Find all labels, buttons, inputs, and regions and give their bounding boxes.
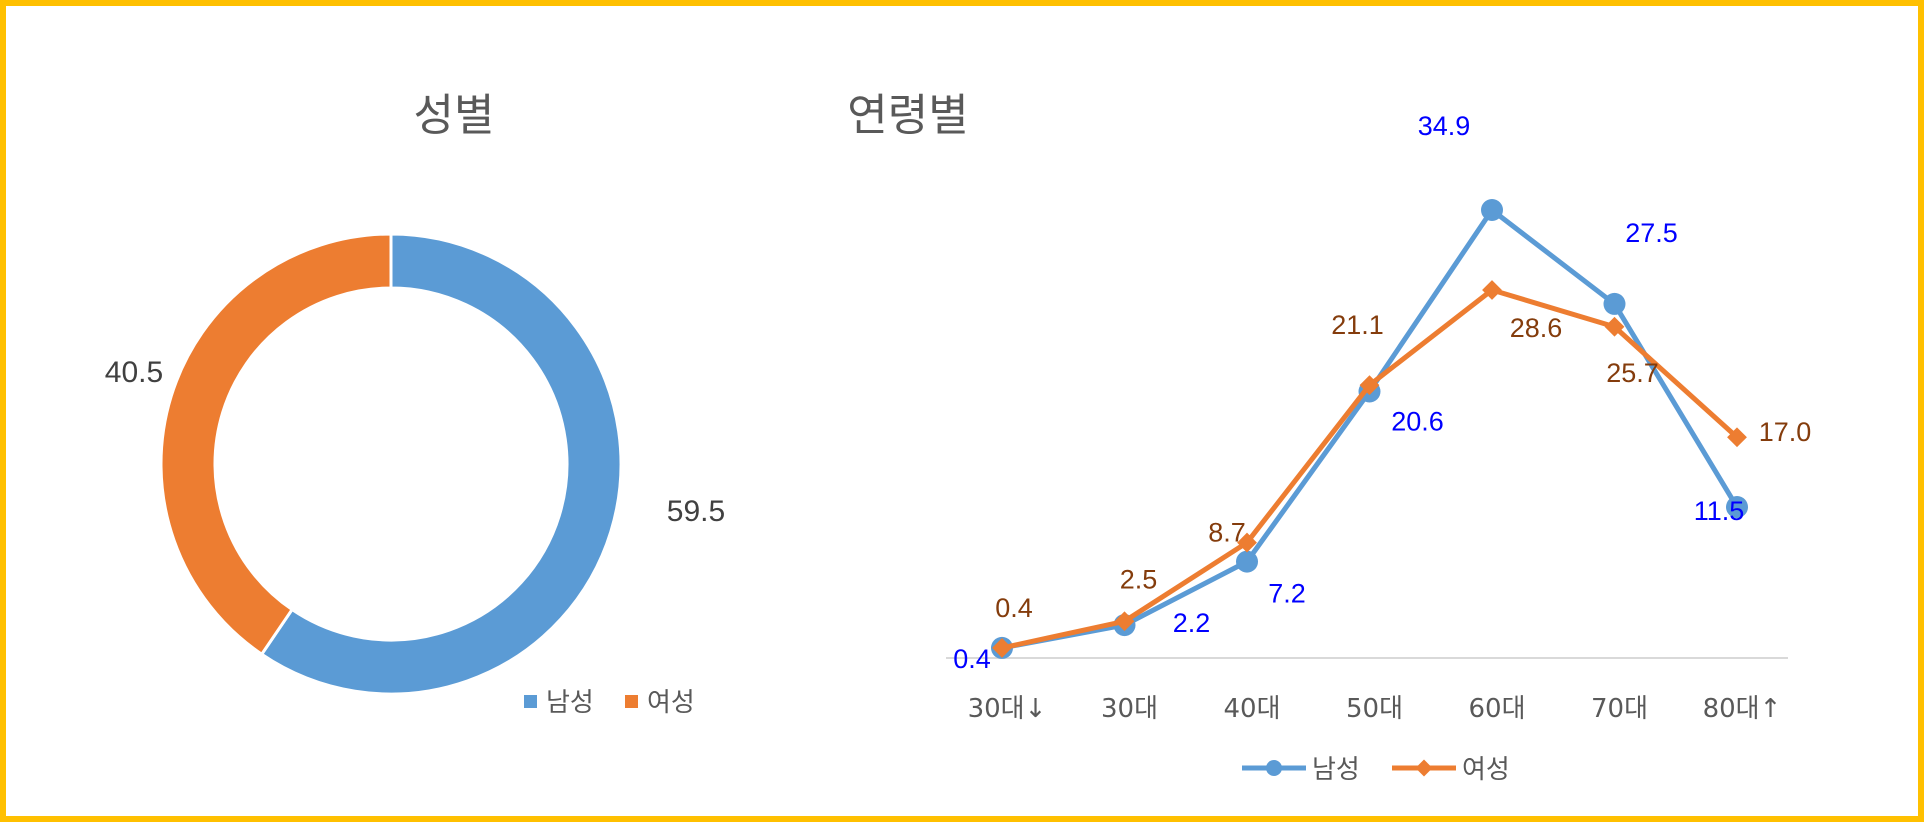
x-tick-label: 30대 bbox=[1101, 694, 1158, 724]
x-axis-ticks: 30대↓ 30대 40대 50대 60대 70대 80대↑ bbox=[968, 694, 1782, 724]
data-label-male: 20.6 bbox=[1391, 407, 1444, 437]
data-label-female: 17.0 bbox=[1759, 417, 1812, 447]
legend-swatch-male bbox=[524, 695, 537, 708]
x-tick-label: 70대 bbox=[1591, 694, 1648, 724]
chart-canvas: 성별 59.5 40.5 남성 여성 연령별 30대↓ 30대 40대 50대 60대 7… bbox=[105, 90, 1811, 785]
x-tick-label: 60대 bbox=[1468, 694, 1525, 724]
data-point-female bbox=[1114, 611, 1135, 632]
data-point-male bbox=[1236, 550, 1258, 573]
data-label-female: 0.4 bbox=[995, 593, 1033, 623]
doughnut-slices bbox=[159, 232, 623, 696]
slice-label-female: 40.5 bbox=[105, 356, 163, 389]
legend-label-female: 여성 bbox=[1462, 755, 1510, 785]
data-label-female: 25.7 bbox=[1606, 358, 1659, 388]
doughnut-slice-male bbox=[259, 232, 623, 696]
data-point-female bbox=[1482, 280, 1502, 300]
data-label-male: 27.5 bbox=[1625, 218, 1678, 248]
data-point-male bbox=[1481, 199, 1503, 221]
data-label-male: 11.5 bbox=[1694, 496, 1745, 526]
age-chart-title: 연령별 bbox=[847, 90, 968, 141]
doughnut-slice-female bbox=[159, 232, 393, 657]
gender-chart-title: 성별 bbox=[414, 90, 495, 141]
data-point-male bbox=[1603, 292, 1626, 315]
age-legend: 남성 여성 bbox=[1242, 755, 1510, 785]
legend-swatch-female bbox=[625, 695, 638, 708]
line-series bbox=[991, 199, 1748, 659]
data-point-female bbox=[1604, 316, 1625, 337]
legend-label-male: 남성 bbox=[1312, 755, 1360, 785]
x-tick-label: 80대↑ bbox=[1703, 694, 1782, 724]
data-labels: 0.4 2.2 7.2 20.6 34.9 27.5 11.5 0.4 2.5 8.7 21.1 28… bbox=[953, 111, 1811, 674]
series-line-female bbox=[1001, 287, 1739, 651]
data-label-female: 21.1 bbox=[1331, 310, 1384, 340]
legend-label-female: 여성 bbox=[647, 688, 695, 718]
data-point-female bbox=[1237, 532, 1257, 553]
data-label-male: 0.4 bbox=[953, 644, 991, 674]
x-tick-label: 50대 bbox=[1346, 694, 1403, 724]
data-point-female bbox=[1727, 427, 1747, 448]
data-label-male: 7.2 bbox=[1268, 579, 1306, 609]
data-point-male bbox=[1726, 496, 1748, 519]
age-line-chart: 연령별 30대↓ 30대 40대 50대 60대 70대 80대↑ 0.4 2.2 7.2 20.… bbox=[847, 90, 1811, 785]
legend-marker-female bbox=[1415, 759, 1433, 777]
legend-label-male: 남성 bbox=[546, 688, 594, 718]
slice-label-male: 59.5 bbox=[667, 495, 725, 528]
data-point-female bbox=[1359, 375, 1380, 396]
legend-marker-male bbox=[1266, 760, 1282, 776]
data-label-female: 28.6 bbox=[1510, 313, 1563, 343]
data-label-female: 2.5 bbox=[1120, 564, 1158, 594]
gender-doughnut-chart: 성별 59.5 40.5 남성 여성 bbox=[105, 90, 725, 718]
data-label-male: 2.2 bbox=[1173, 608, 1211, 638]
series-line-male bbox=[1001, 207, 1740, 651]
data-label-female: 8.7 bbox=[1208, 518, 1246, 548]
gender-legend: 남성 여성 bbox=[524, 688, 695, 718]
data-label-male: 34.9 bbox=[1418, 111, 1471, 141]
x-tick-label: 30대↓ bbox=[968, 694, 1047, 724]
x-tick-label: 40대 bbox=[1223, 694, 1280, 724]
data-point-female bbox=[992, 638, 1012, 658]
